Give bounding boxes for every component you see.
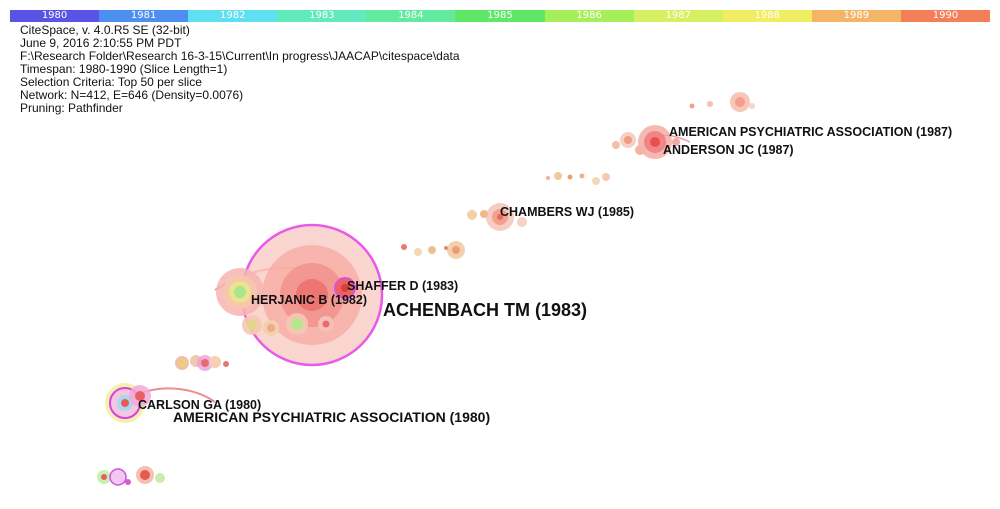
label-carlson-ga[interactable]: CARLSON GA (1980)	[138, 398, 261, 412]
info-line-version: CiteSpace, v. 4.0.R5 SE (32-bit)	[20, 23, 190, 37]
timeline-year-1989: 1989	[811, 10, 901, 22]
label-herjanic-b[interactable]: HERJANIC B (1982)	[251, 293, 367, 307]
label-shaffer-d[interactable]: SHAFFER D (1983)	[347, 279, 458, 293]
info-line-timespan: Timespan: 1980-1990 (Slice Length=1)	[20, 62, 228, 76]
timeline-year-1983: 1983	[277, 10, 367, 22]
info-line-date: June 9, 2016 2:10:55 PM PDT	[20, 36, 182, 50]
cluster-1990	[689, 92, 755, 112]
timeline-year-1988: 1988	[722, 10, 812, 22]
info-line-network: Network: N=412, E=646 (Density=0.0076)	[20, 88, 244, 102]
node-labels: AMERICAN PSYCHIATRIC ASSOCIATION (1987) …	[138, 125, 952, 425]
cluster-1982	[216, 268, 334, 336]
timeline-year-1981: 1981	[99, 10, 189, 22]
info-line-path: F:\Research Folder\Research 16-3-15\Curr…	[20, 49, 460, 63]
cluster-1987	[612, 125, 680, 159]
timeline-year-1987: 1987	[633, 10, 723, 22]
info-line-selection: Selection Criteria: Top 50 per slice	[20, 75, 202, 89]
label-apa-1987[interactable]: AMERICAN PSYCHIATRIC ASSOCIATION (1987)	[669, 125, 952, 139]
label-anderson-jc[interactable]: ANDERSON JC (1987)	[663, 143, 794, 157]
cluster-1981	[175, 355, 229, 371]
cluster-1985	[467, 203, 527, 231]
timeline-color-bar: 1980 1981 1982 1983 1984 1985 1986 1987 1988 1989…	[10, 10, 991, 22]
info-panel: CiteSpace, v. 4.0.R5 SE (32-bit) June 9,…	[20, 24, 460, 115]
cluster-1986	[546, 172, 610, 185]
timeline-year-1984: 1984	[366, 10, 456, 22]
label-apa-1980[interactable]: AMERICAN PSYCHIATRIC ASSOCIATION (1980)	[173, 409, 490, 425]
timeline-year-1980: 1980	[10, 10, 100, 22]
timeline-year-1982: 1982	[188, 10, 278, 22]
timeline-year-1985: 1985	[455, 10, 545, 22]
cluster-1984	[401, 241, 465, 259]
info-line-pruning: Pruning: Pathfinder	[20, 101, 123, 115]
cluster-1980	[105, 383, 151, 423]
timeline-year-1986: 1986	[544, 10, 634, 22]
cluster-bottom	[97, 466, 165, 486]
label-chambers-wj[interactable]: CHAMBERS WJ (1985)	[500, 205, 634, 219]
timeline-year-1990: 1990	[900, 10, 991, 22]
label-achenbach-tm[interactable]: ACHENBACH TM (1983)	[383, 300, 587, 320]
